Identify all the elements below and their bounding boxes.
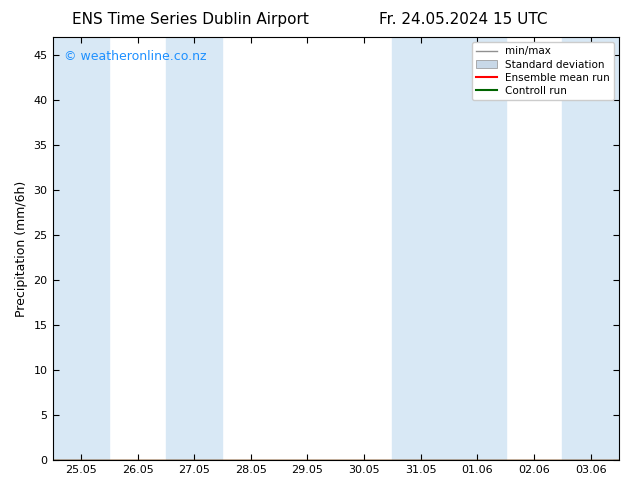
Text: ENS Time Series Dublin Airport: ENS Time Series Dublin Airport xyxy=(72,12,309,27)
Bar xyxy=(53,37,109,460)
Bar xyxy=(166,37,223,460)
Legend: min/max, Standard deviation, Ensemble mean run, Controll run: min/max, Standard deviation, Ensemble me… xyxy=(472,42,614,100)
Y-axis label: Precipitation (mm/6h): Precipitation (mm/6h) xyxy=(15,180,28,317)
Bar xyxy=(392,37,506,460)
Bar xyxy=(562,37,619,460)
Text: Fr. 24.05.2024 15 UTC: Fr. 24.05.2024 15 UTC xyxy=(378,12,547,27)
Text: © weatheronline.co.nz: © weatheronline.co.nz xyxy=(64,50,207,63)
